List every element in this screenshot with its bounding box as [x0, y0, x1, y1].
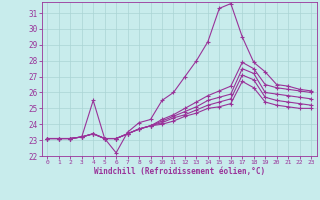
- X-axis label: Windchill (Refroidissement éolien,°C): Windchill (Refroidissement éolien,°C): [94, 167, 265, 176]
